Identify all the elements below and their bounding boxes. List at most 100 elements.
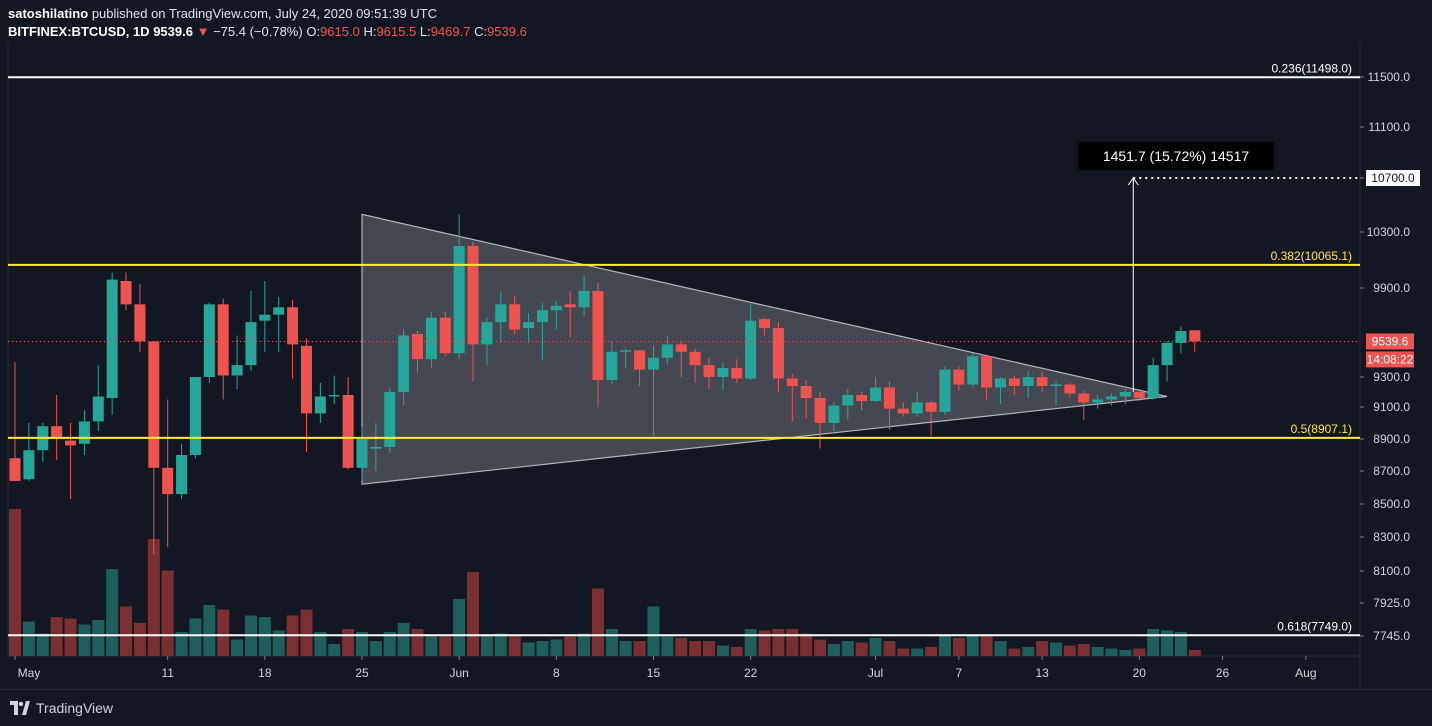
volume-bar	[675, 638, 688, 656]
candle-body	[578, 290, 590, 308]
candle-body	[564, 304, 576, 308]
candle-body	[814, 398, 826, 423]
candlestick-chart[interactable]: 0.236(11498.0) 0.382(10065.1) 0.5(8907.1) 0…	[0, 0, 1432, 689]
volume-bar	[1147, 629, 1160, 656]
symbol-label[interactable]: BITFINEX:BTCUSD, 1D	[8, 24, 150, 39]
measure-label-box	[1078, 142, 1274, 170]
volume-bar	[841, 641, 854, 656]
volume-bar	[161, 570, 174, 656]
published-text: published on TradingView.com, July 24, 2…	[91, 6, 438, 21]
volume-bar	[383, 632, 396, 656]
candle-body	[994, 378, 1006, 388]
last-price-badge[interactable]	[1366, 333, 1414, 350]
volume-bar	[494, 633, 507, 656]
candle-body	[342, 395, 354, 468]
volume-bar	[1133, 648, 1146, 656]
candle-body	[800, 386, 812, 398]
candle-body	[439, 317, 451, 354]
measure-label-text: 1451.7 (15.72%) 14517	[1103, 148, 1250, 164]
candle-body	[384, 392, 396, 447]
volume-bar	[897, 648, 910, 656]
price-tick-label: 7925.0	[1373, 596, 1410, 610]
time-tick-label: May	[18, 666, 41, 680]
candle-body	[828, 405, 840, 423]
candle-body	[703, 365, 715, 377]
volume-bar	[9, 509, 21, 656]
symmetrical-triangle[interactable]	[361, 213, 1168, 485]
volume-bar	[453, 599, 466, 656]
publisher-name[interactable]: satoshilatino	[8, 6, 89, 21]
candle-body	[647, 357, 659, 370]
volume-bar	[328, 644, 341, 656]
candle-body	[1092, 399, 1104, 403]
last-price: 9539.6	[153, 24, 193, 39]
volume-bar	[300, 609, 313, 656]
candle-body	[550, 305, 562, 311]
price-tick-label: 8700.0	[1373, 464, 1410, 478]
candle-body	[689, 351, 701, 366]
candle-body	[300, 345, 312, 414]
volume-bar	[980, 635, 993, 656]
volume-bar	[1091, 647, 1104, 656]
candle-body	[759, 319, 771, 329]
fib-level-label: 0.618(7749.0)	[1277, 619, 1352, 633]
candle-body	[495, 304, 507, 323]
time-tick-label: 25	[355, 666, 369, 680]
chart-header: satoshilatino published on TradingView.c…	[0, 0, 1432, 44]
volume-bar	[22, 621, 35, 656]
volume-bar	[938, 635, 951, 656]
volume-bar	[78, 624, 91, 656]
target-price-label: 10700.0	[1371, 171, 1415, 185]
price-axis[interactable]: 11500.0 11100.0 10700.0 10300.0 9900.0 9300.0…	[1360, 44, 1432, 689]
volume-bar	[1036, 641, 1049, 656]
candle-body	[620, 350, 632, 352]
symbol-line: BITFINEX:BTCUSD, 1D 9539.6 ▼ −75.4 (−0.7…	[8, 24, 527, 39]
low-label: L:	[419, 24, 431, 39]
candle-body	[245, 322, 257, 366]
volume-bar	[786, 629, 799, 656]
candle-body	[287, 307, 299, 345]
volume-bar	[64, 618, 77, 656]
candle-body	[925, 402, 937, 412]
candle-body	[1119, 392, 1131, 397]
volume-bar	[800, 633, 813, 656]
volume-bar	[925, 647, 938, 656]
target-price-badge[interactable]	[1366, 170, 1420, 186]
volume-bar	[425, 636, 438, 656]
candle-body	[120, 281, 132, 305]
volume-bar	[522, 642, 535, 656]
last-price-badge-label: 9539.6	[1372, 334, 1409, 348]
time-tick-label: 18	[258, 666, 272, 680]
volume-bar	[36, 633, 49, 656]
time-tick-label: 26	[1216, 666, 1230, 680]
candle-body	[1036, 377, 1048, 386]
candle-body	[203, 304, 215, 377]
candle-body	[51, 426, 63, 439]
candle-body	[856, 395, 868, 401]
volume-bar	[814, 639, 827, 656]
volume-bar	[633, 641, 646, 656]
volume-bar	[50, 617, 63, 656]
volume-bar	[883, 641, 896, 656]
candle-body	[967, 356, 979, 385]
candle-body	[1161, 342, 1173, 366]
volume-bar	[1119, 650, 1132, 656]
candle-body	[1064, 384, 1076, 394]
candle-body	[1175, 331, 1187, 343]
volume-bar	[217, 609, 230, 656]
price-tick-label: 11100.0	[1368, 120, 1410, 134]
price-tick-label: 8900.0	[1373, 432, 1410, 446]
candle-body	[412, 333, 424, 360]
volume-bar	[827, 644, 840, 656]
candle-body	[23, 450, 35, 480]
fib-level-label: 0.382(10065.1)	[1271, 249, 1352, 263]
close-value: 9539.6	[487, 24, 527, 39]
candle-body	[65, 440, 77, 446]
time-axis[interactable]: May 11 18 25 Jun 8 15 22 Jul 7 13 20 26 Aug	[14, 656, 1317, 680]
tradingview-brand[interactable]: TradingView	[10, 698, 113, 718]
price-tick-label: 8300.0	[1373, 530, 1410, 544]
candle-body	[911, 402, 923, 414]
tradingview-logo-icon	[10, 701, 30, 715]
price-tick-label: 9900.0	[1373, 281, 1410, 295]
fib-level-label: 0.5(8907.1)	[1291, 422, 1352, 436]
